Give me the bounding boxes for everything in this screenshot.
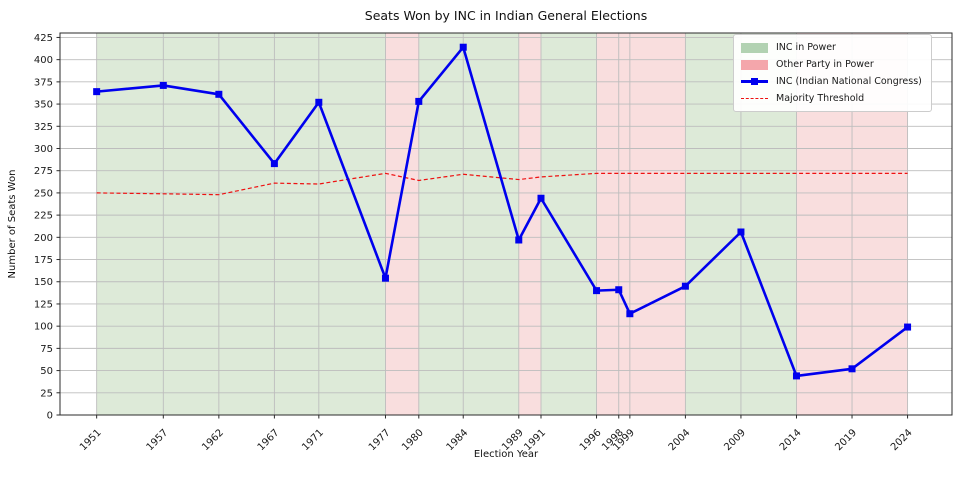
chart-legend: INC in Power Other Party in Power INC (I…	[733, 34, 932, 112]
data-point-marker	[537, 194, 545, 202]
blue-line-marker-swatch-icon	[741, 77, 768, 87]
y-tick-label: 0	[47, 411, 53, 422]
legend-row-other-in-power: Other Party in Power	[741, 56, 922, 73]
power-band	[518, 33, 541, 415]
y-tick-label: 350	[34, 100, 53, 111]
legend-row-majority-threshold: Majority Threshold	[741, 90, 922, 107]
data-point-marker	[515, 236, 523, 244]
data-point-marker	[737, 228, 745, 236]
legend-label: Other Party in Power	[776, 59, 874, 70]
data-point-marker	[381, 274, 389, 282]
x-axis-label: Election Year	[473, 449, 539, 460]
data-point-marker	[904, 323, 912, 331]
data-point-marker	[215, 90, 223, 98]
legend-row-inc-series: INC (Indian National Congress)	[741, 73, 922, 90]
data-point-marker	[681, 282, 689, 290]
pink-band-swatch-icon	[741, 59, 768, 70]
data-point-marker	[93, 88, 101, 96]
data-point-marker	[459, 43, 467, 51]
data-point-marker	[848, 365, 856, 373]
y-tick-label: 75	[40, 344, 53, 355]
power-band	[385, 33, 419, 415]
axis-ticks	[56, 36, 909, 419]
legend-label: Majority Threshold	[776, 93, 865, 104]
data-point-marker	[159, 81, 167, 89]
y-tick-label: 400	[34, 55, 53, 66]
legend-label: INC in Power	[776, 42, 836, 53]
green-band-swatch-icon	[741, 42, 768, 53]
y-tick-label: 200	[34, 233, 53, 244]
legend-row-inc-in-power: INC in Power	[741, 39, 922, 56]
majority-threshold-line	[96, 172, 908, 196]
power-band	[540, 33, 597, 415]
data-point-marker	[270, 160, 278, 168]
axes-frame	[59, 32, 953, 416]
power-band	[596, 33, 686, 415]
y-tick-label: 325	[34, 122, 53, 133]
legend-label: INC (Indian National Congress)	[776, 76, 922, 87]
y-tick-label: 300	[34, 144, 53, 155]
data-point-marker	[415, 97, 423, 105]
y-tick-label: 225	[34, 211, 53, 222]
y-tick-label: 150	[34, 277, 53, 288]
power-band	[418, 33, 519, 415]
y-tick-label: 50	[40, 366, 53, 377]
y-tick-label: 125	[34, 299, 53, 310]
red-dashed-swatch-icon	[741, 98, 768, 99]
inc-series-line	[96, 45, 909, 378]
y-tick-label: 175	[34, 255, 53, 266]
data-point-marker	[792, 372, 800, 380]
data-point-marker	[593, 287, 601, 295]
inc-series-markers	[93, 43, 912, 380]
data-point-marker	[315, 98, 323, 106]
y-tick-label: 275	[34, 166, 53, 177]
y-tick-label: 250	[34, 188, 53, 199]
y-tick-label: 100	[34, 322, 53, 333]
y-tick-labels: 0 25 50 75 100 125 150 175 200 225 250 275 300 325 350…	[34, 33, 53, 422]
y-tick-label: 425	[34, 33, 53, 44]
y-tick-label: 25	[40, 388, 53, 399]
data-point-marker	[615, 286, 623, 294]
y-axis-label: Number of Seats Won	[7, 169, 18, 279]
power-band	[96, 33, 386, 415]
data-point-marker	[626, 310, 634, 318]
chart-title: Seats Won by INC in Indian General Elect…	[364, 8, 648, 23]
y-tick-label: 375	[34, 77, 53, 88]
